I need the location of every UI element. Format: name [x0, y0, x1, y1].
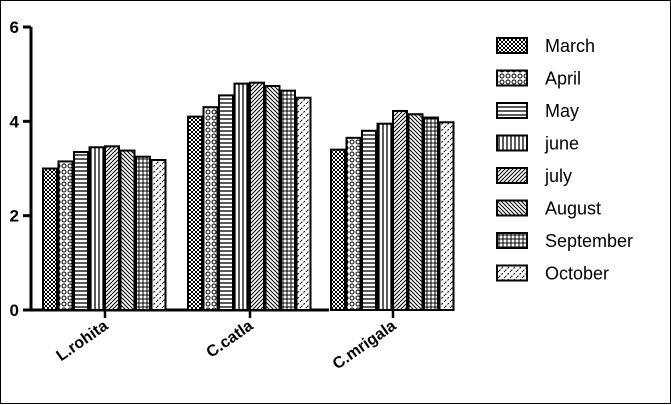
legend-swatch-june: [496, 134, 528, 152]
bar-c-mrigala-april: [345, 136, 362, 311]
bar-l-rohita-april: [57, 160, 74, 311]
bar-l-rohita-october: [150, 159, 167, 311]
legend-label-june: june: [544, 134, 579, 154]
y-tick-label: 0: [10, 301, 19, 320]
legend-label-august: August: [545, 199, 601, 219]
legend-swatch-september: [496, 232, 528, 249]
bar-c-catla-april: [202, 106, 219, 311]
bar-c-mrigala-july: [392, 109, 408, 311]
category-label-c-mrigala: C.mrigala: [330, 317, 400, 373]
bar-c-mrigala-october: [438, 121, 455, 311]
legend-swatch-october: [496, 264, 528, 282]
bar-l-rohita-june: [88, 146, 105, 311]
bar-c-catla-october: [295, 96, 312, 311]
legend-label-march: March: [545, 36, 595, 56]
y-tick-label: 4: [10, 112, 20, 131]
legend-label-september: September: [545, 231, 633, 251]
legend-label-april: April: [545, 69, 581, 89]
bar-c-catla-september: [280, 89, 296, 311]
bar-l-rohita-august: [119, 149, 136, 311]
bar-c-mrigala-september: [423, 116, 439, 311]
y-tick-label: 2: [10, 207, 19, 226]
bar-l-rohita-may: [73, 150, 89, 311]
legend-swatch-august: [496, 199, 528, 217]
legend-swatch-march: [496, 37, 528, 54]
bar-c-catla-july: [249, 81, 265, 312]
legend: March April May june july August September Octo…: [496, 36, 633, 284]
bar-c-catla-august: [264, 84, 281, 312]
legend-label-may: May: [545, 101, 579, 121]
bar-c-mrigala-march: [330, 148, 346, 311]
bar-c-catla-march: [187, 115, 203, 311]
bar-c-mrigala-june: [376, 122, 393, 311]
legend-label-july: july: [544, 166, 572, 186]
bar-l-rohita-march: [42, 167, 58, 311]
bar-c-catla-june: [233, 82, 250, 311]
bar-l-rohita-july: [104, 145, 120, 311]
bar-c-catla-may: [218, 94, 234, 312]
bars: [42, 81, 455, 312]
y-tick-label: 6: [10, 18, 19, 37]
category-label-l-rohita: L.rohita: [53, 317, 111, 365]
bar-c-mrigala-august: [407, 113, 424, 311]
legend-swatch-july: [496, 167, 528, 184]
category-label-c-catla: C.catla: [204, 317, 257, 361]
legend-label-october: October: [545, 264, 609, 284]
legend-swatch-may: [496, 102, 528, 119]
bar-l-rohita-september: [135, 155, 151, 311]
bar-c-mrigala-may: [361, 129, 377, 311]
legend-swatch-april: [496, 69, 528, 87]
